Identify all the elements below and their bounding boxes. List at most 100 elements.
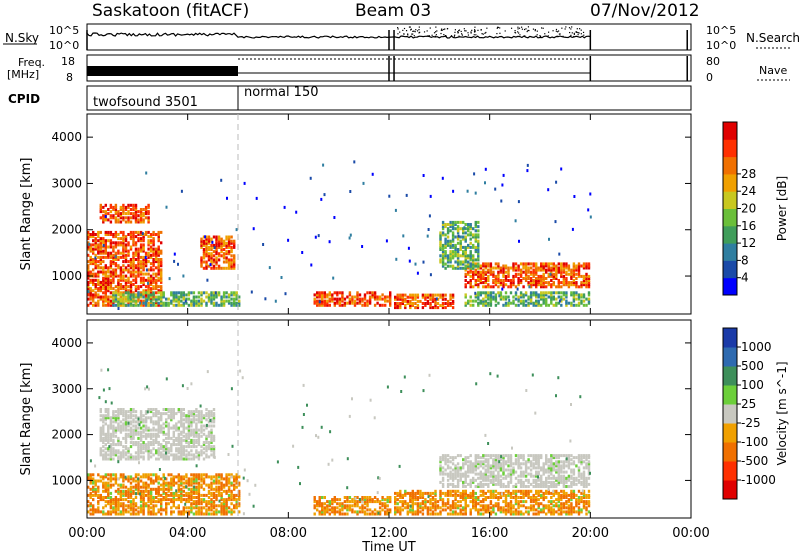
echo-cell xyxy=(142,299,145,303)
echo-cell xyxy=(414,491,417,495)
echo-cell xyxy=(157,428,160,432)
echo-cell xyxy=(170,473,173,477)
echo-cell xyxy=(92,498,95,502)
echo-cell xyxy=(532,264,535,268)
echo-cell xyxy=(580,283,583,287)
echo-cell xyxy=(180,483,183,487)
echo-cell xyxy=(205,455,208,459)
echo-cell xyxy=(396,493,399,497)
echo-cell xyxy=(212,481,216,485)
echo-cell xyxy=(399,493,402,497)
echo-cell xyxy=(139,449,143,453)
echo-cell xyxy=(88,242,91,246)
echo-cell xyxy=(112,443,115,447)
echo-cell xyxy=(102,424,105,428)
echo-cell xyxy=(217,481,221,485)
echo-cell xyxy=(192,479,196,483)
echo-cell xyxy=(467,474,470,478)
echo-cell xyxy=(444,223,447,226)
echo-cell xyxy=(462,266,465,270)
echo-cell xyxy=(139,295,143,299)
echo-cell xyxy=(456,258,460,262)
echo-cell xyxy=(321,299,324,303)
echo-cell xyxy=(499,485,503,488)
echo-cell xyxy=(205,408,208,411)
echo-cell xyxy=(507,468,510,472)
echo-cell xyxy=(104,408,107,411)
echo-cell xyxy=(227,295,231,299)
echo-cell xyxy=(124,414,128,418)
echo-cell xyxy=(444,456,447,460)
echo-cell xyxy=(87,272,90,276)
echo-cell xyxy=(210,420,213,424)
echo-cell xyxy=(117,410,120,414)
echo-cell xyxy=(107,500,110,504)
echo-cell xyxy=(97,299,100,303)
echo-cell xyxy=(127,251,130,255)
echo-cell xyxy=(207,430,211,434)
echo-cell xyxy=(346,498,349,502)
echo-cell xyxy=(144,436,148,440)
echo-cell xyxy=(441,458,445,462)
echo-cell xyxy=(132,266,135,270)
echo-cell xyxy=(396,297,399,301)
echo-cell xyxy=(519,470,523,474)
echo-cell xyxy=(124,416,128,420)
echo-cell xyxy=(89,293,92,297)
echo-cell xyxy=(112,420,115,424)
echo-cell xyxy=(469,241,472,245)
echo-cell xyxy=(132,278,135,282)
echo-cell xyxy=(117,299,120,303)
echo-cell xyxy=(132,272,135,276)
echo-cell xyxy=(87,247,90,251)
nsearch-point xyxy=(514,29,516,32)
echo-cell xyxy=(384,512,387,516)
echo-cell xyxy=(585,279,588,282)
echo-cell xyxy=(157,491,160,495)
echo-cell xyxy=(207,508,211,512)
echo-cell xyxy=(575,268,578,272)
echo-cell xyxy=(474,270,477,274)
echo-cell xyxy=(333,498,336,502)
echo-cell xyxy=(122,445,125,449)
echo-cell xyxy=(509,458,513,462)
echo-cell xyxy=(127,449,130,453)
echo-cell xyxy=(104,443,107,447)
echo-cell xyxy=(124,260,128,264)
echo-cell xyxy=(323,299,326,303)
echo-cell xyxy=(217,252,221,256)
echo-cell xyxy=(499,482,503,486)
echo-cell xyxy=(205,262,208,266)
echo-cell xyxy=(577,285,581,289)
echo-cell xyxy=(197,303,201,307)
nsearch-point xyxy=(407,34,409,36)
echo-cell xyxy=(117,237,120,241)
echo-cell xyxy=(456,500,460,504)
echo-cell xyxy=(572,297,576,301)
echo-cell xyxy=(207,441,211,444)
echo-cell xyxy=(346,512,349,516)
echo-cell xyxy=(217,291,221,295)
echo-cell xyxy=(137,479,140,483)
echo-cell xyxy=(190,438,193,442)
echo-cell xyxy=(205,502,208,506)
echo-cell xyxy=(464,256,467,260)
echo-cell xyxy=(451,295,455,299)
echo-cell xyxy=(107,416,110,420)
echo-cell xyxy=(129,422,133,426)
echo-cell xyxy=(419,510,422,514)
echo-cell xyxy=(421,295,425,299)
echo-cell xyxy=(192,457,196,461)
echo-cell xyxy=(587,293,591,297)
echo-cell xyxy=(514,293,518,297)
echo-cell xyxy=(139,245,143,249)
echo-cell xyxy=(142,447,145,451)
echo-cell xyxy=(180,436,183,440)
echo-cell xyxy=(195,496,198,499)
echo-cell xyxy=(557,291,560,295)
echo-cell xyxy=(318,293,321,297)
echo-cell xyxy=(109,241,113,245)
echo-cell xyxy=(529,285,533,289)
echo-cell xyxy=(441,176,444,180)
